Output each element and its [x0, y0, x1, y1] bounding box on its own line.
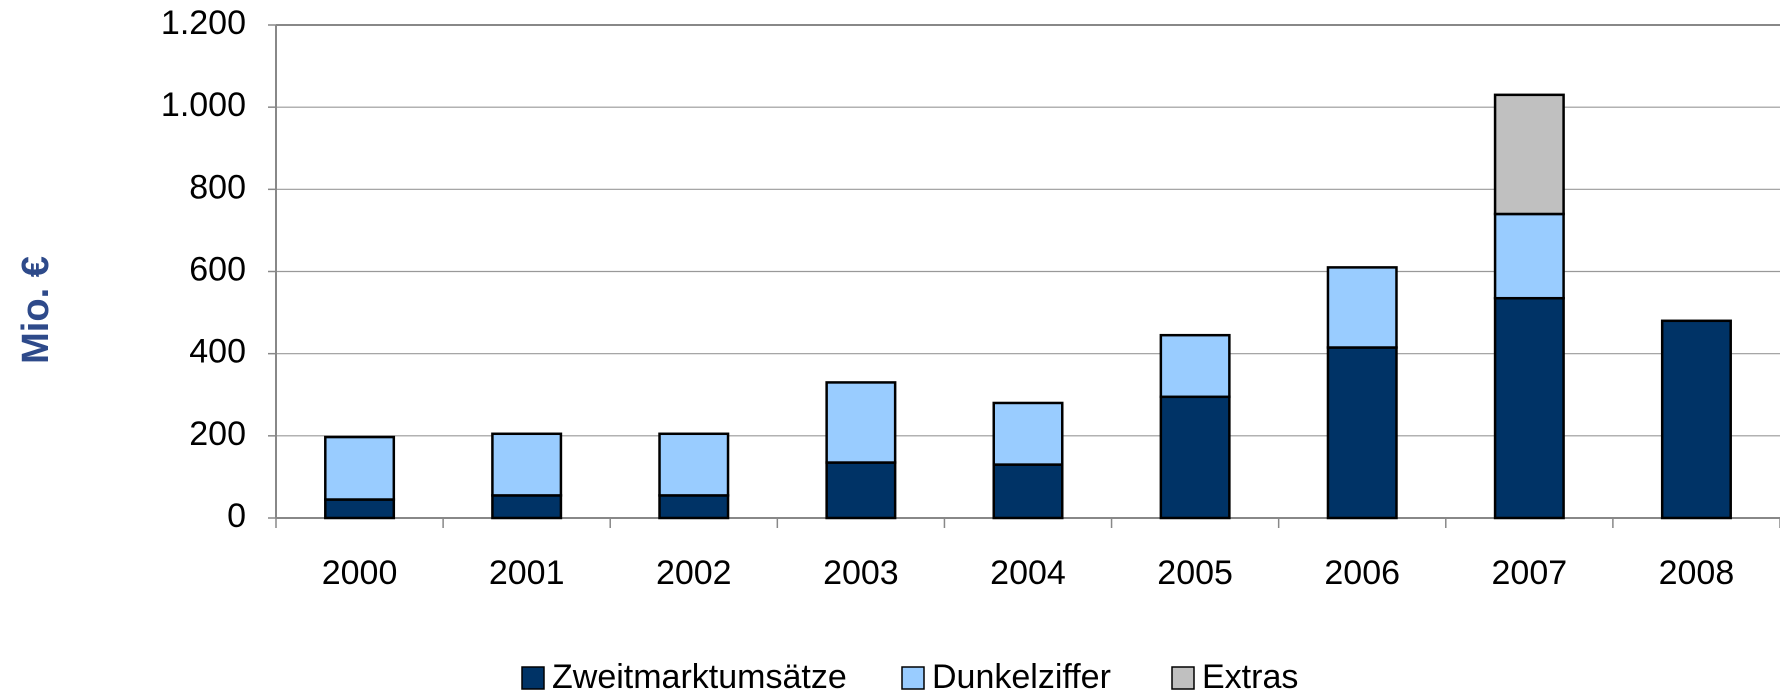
x-tick-label: 2003 — [823, 554, 899, 592]
bar-segment — [1326, 346, 1398, 520]
bar-segment — [491, 494, 563, 520]
y-tick-label: 800 — [189, 168, 246, 206]
bar-segment — [825, 461, 897, 520]
bar-segment — [658, 494, 730, 520]
x-tick-label: 2000 — [322, 554, 398, 592]
bar-segment — [1493, 93, 1565, 216]
bar-segment — [1326, 266, 1398, 349]
legend-label: Zweitmarktumsätze — [552, 658, 847, 696]
y-tick-label: 600 — [189, 250, 246, 288]
x-tick-label: 2008 — [1659, 554, 1735, 592]
bar-segment — [825, 381, 897, 464]
x-tick-label: 2007 — [1492, 554, 1568, 592]
y-axis-label: Mio. € — [15, 256, 57, 364]
legend-swatch — [521, 666, 545, 690]
bar-segment — [658, 432, 730, 497]
y-tick-label: 200 — [189, 415, 246, 453]
x-tick-label: 2001 — [489, 554, 565, 592]
y-tick-label: 1.200 — [161, 4, 246, 42]
bar-segment — [1660, 319, 1732, 520]
legend-swatch — [1171, 666, 1195, 690]
x-tick-label: 2002 — [656, 554, 732, 592]
bar-segment — [324, 498, 396, 520]
bar-segment — [491, 432, 563, 497]
legend-label: Extras — [1202, 658, 1298, 696]
legend-swatch — [901, 666, 925, 690]
x-tick-label: 2006 — [1324, 554, 1400, 592]
x-tick-label: 2004 — [990, 554, 1066, 592]
bar-segment — [1493, 212, 1565, 300]
bar-segment — [992, 463, 1064, 520]
y-tick-label: 400 — [189, 333, 246, 371]
bar-segment — [1159, 333, 1231, 399]
bar-segment — [992, 401, 1064, 466]
legend-label: Dunkelziffer — [932, 658, 1111, 696]
y-tick-label: 1.000 — [161, 86, 246, 124]
bar-segment — [1159, 395, 1231, 520]
y-tick-label: 0 — [227, 497, 246, 535]
bar-segment — [324, 435, 396, 501]
bar-segment — [1493, 296, 1565, 520]
x-tick-label: 2005 — [1157, 554, 1233, 592]
